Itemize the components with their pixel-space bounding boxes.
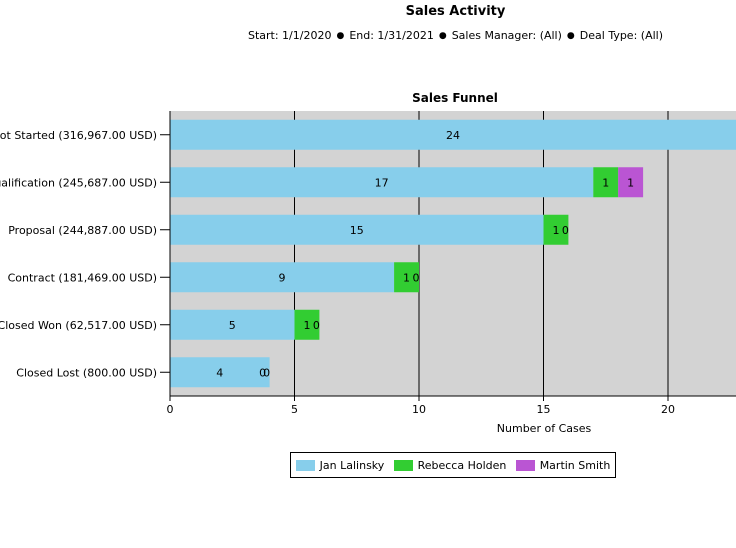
separator-dot: ● — [336, 31, 345, 41]
bar-segment — [170, 167, 594, 198]
legend-swatch-martin-smith — [515, 459, 535, 471]
bar-segment — [618, 167, 644, 198]
legend-item-rebecca-holden: Rebecca Holden — [393, 458, 507, 472]
separator-dot: ● — [438, 31, 447, 41]
y-tick-label: Proposal (244,887.00 USD) — [8, 224, 157, 237]
bar-segment — [170, 357, 270, 388]
x-tick-label: 20 — [661, 403, 675, 416]
data-label: 1 — [627, 176, 634, 189]
bar-segment — [170, 119, 736, 150]
legend-item-jan-lalinsky: Jan Lalinsky — [295, 458, 385, 472]
data-label: 5 — [229, 319, 236, 332]
chart-title: Sales Funnel — [412, 91, 498, 105]
x-tick-label: 5 — [291, 403, 298, 416]
data-label: 17 — [375, 176, 389, 189]
y-tick-label: Closed Won (62,517.00 USD) — [0, 319, 157, 332]
filter-deal-type: Deal Type: (All) — [579, 29, 664, 42]
x-tick-label: 15 — [537, 403, 551, 416]
report-title: Sales Activity — [405, 4, 506, 19]
y-tick-label: Not Started (316,967.00 USD) — [0, 129, 157, 142]
legend-item-martin-smith: Martin Smith — [515, 458, 611, 472]
x-axis-title: Number of Cases — [497, 422, 592, 435]
data-label: 24 — [446, 129, 460, 142]
bar-segment — [170, 262, 395, 293]
legend-label-martin-smith: Martin Smith — [539, 458, 611, 472]
legend-swatch-rebecca-holden — [393, 459, 413, 471]
x-tick-label: 10 — [412, 403, 426, 416]
bar-segment — [593, 167, 619, 198]
y-tick-label: Qualification (245,687.00 USD) — [0, 176, 157, 189]
chart-legend: Jan Lalinsky Rebecca Holden Martin Smith — [290, 452, 616, 478]
bar-segment — [394, 262, 419, 293]
legend-label-rebecca-holden: Rebecca Holden — [417, 458, 507, 472]
data-label: 0 — [259, 366, 266, 379]
data-label: 15 — [350, 224, 364, 237]
data-label: 0 — [562, 224, 569, 237]
data-label: 1 — [303, 319, 310, 332]
filter-start: Start: 1/1/2020 — [247, 29, 332, 42]
plot-area — [170, 111, 736, 396]
filter-end: End: 1/31/2021 — [349, 29, 434, 42]
separator-dot: ● — [566, 31, 575, 41]
bar-segment — [170, 214, 544, 245]
legend-label-jan-lalinsky: Jan Lalinsky — [319, 458, 385, 472]
bar-segment — [294, 309, 320, 340]
data-label: 1 — [552, 224, 559, 237]
data-label: 9 — [279, 271, 286, 284]
data-label: 1 — [602, 176, 609, 189]
x-tick-label: 0 — [167, 403, 174, 416]
legend-swatch-jan-lalinsky — [295, 459, 315, 471]
filter-sales-manager: Sales Manager: (All) — [451, 29, 562, 42]
data-label: 1 — [403, 271, 410, 284]
data-label: 4 — [216, 366, 223, 379]
bar-segment — [543, 214, 569, 245]
data-label: 0 — [313, 319, 320, 332]
data-label: 0 — [263, 366, 270, 379]
bar-segment — [170, 309, 295, 340]
data-label: 0 — [413, 271, 420, 284]
y-tick-label: Contract (181,469.00 USD) — [8, 271, 157, 284]
y-tick-label: Closed Lost (800.00 USD) — [16, 366, 157, 379]
report-filters: Start: 1/1/2020 ● End: 1/31/2021 ● Sales Man… — [0, 29, 736, 42]
